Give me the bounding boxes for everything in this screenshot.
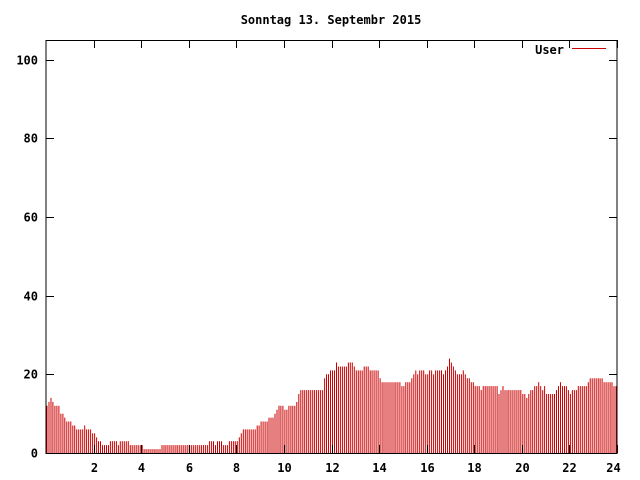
y-tick-label: 100 bbox=[16, 54, 38, 68]
x-tick-label: 14 bbox=[372, 461, 386, 475]
y-tick-label: 0 bbox=[31, 447, 38, 461]
x-tick-label: 16 bbox=[420, 461, 434, 475]
y-tick-label: 60 bbox=[24, 211, 38, 225]
chart-title: Sonntag 13. Septembr 2015 bbox=[241, 13, 422, 27]
x-tick-label: 8 bbox=[233, 461, 240, 475]
x-tick-label: 18 bbox=[467, 461, 481, 475]
y-tick-label: 80 bbox=[24, 132, 38, 146]
legend-label-user: User bbox=[535, 43, 564, 57]
plot-frame bbox=[45, 40, 618, 454]
y-tick-label: 40 bbox=[24, 290, 38, 304]
x-tick-label: 20 bbox=[515, 461, 529, 475]
x-tick-label: 2 bbox=[91, 461, 98, 475]
x-tick-label: 10 bbox=[277, 461, 291, 475]
x-tick-label: 22 bbox=[562, 461, 576, 475]
y-axis: 0 20 40 60 80 100 bbox=[16, 54, 617, 461]
y-tick-label: 20 bbox=[24, 368, 38, 382]
series-user-bars bbox=[46, 358, 617, 453]
x-tick-label: 24 bbox=[606, 461, 620, 475]
x-axis: 2 4 6 8 10 12 14 16 18 20 22 24 bbox=[91, 40, 621, 475]
x-tick-label: 12 bbox=[325, 461, 339, 475]
x-tick-label: 6 bbox=[186, 461, 193, 475]
x-tick-label: 4 bbox=[138, 461, 145, 475]
legend: User bbox=[535, 43, 606, 57]
